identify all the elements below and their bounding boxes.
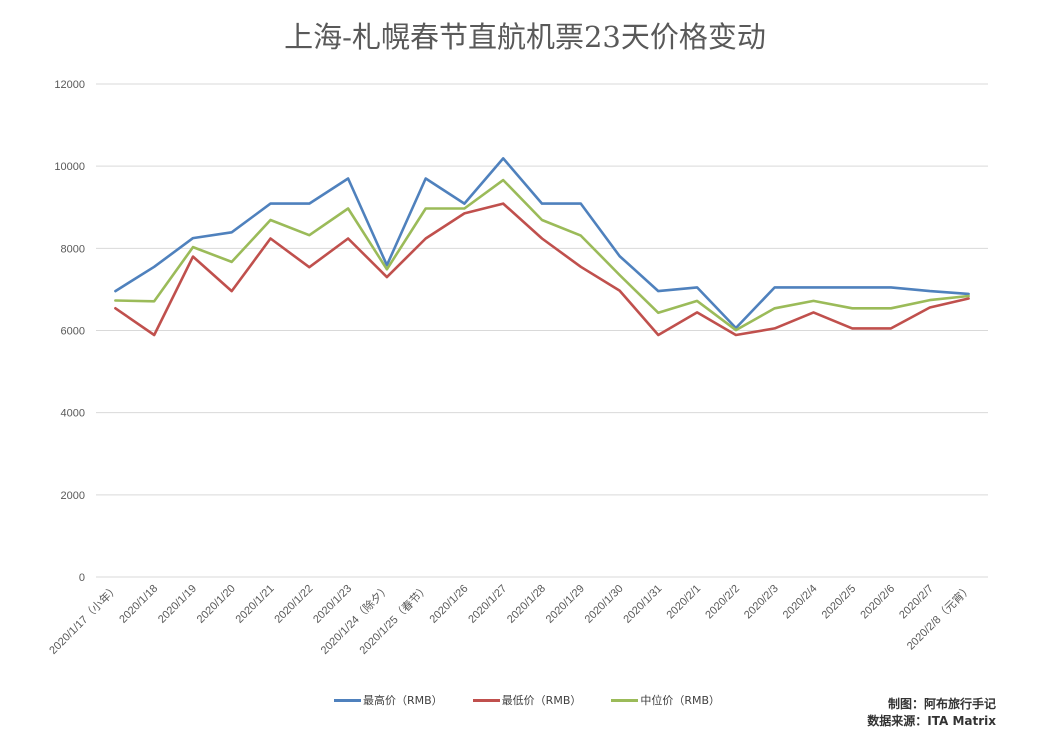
y-tick-label: 2000 bbox=[61, 490, 85, 502]
legend-label-min: 最低价（RMB） bbox=[501, 694, 582, 707]
x-tick-label: 2020/1/22 bbox=[272, 583, 315, 626]
x-tick-label: 2020/2/7 bbox=[897, 583, 936, 622]
x-tick-label: 2020/1/19 bbox=[156, 583, 199, 626]
legend-item-min: 最低价（RMB） bbox=[472, 692, 582, 708]
x-tick-label: 2020/2/6 bbox=[858, 583, 897, 622]
x-tick-label: 2020/2/3 bbox=[742, 583, 781, 622]
credit-author: 制图：阿布旅行手记 bbox=[887, 697, 996, 711]
legend: 最高价（RMB） 最低价（RMB） 中位价（RMB） bbox=[334, 692, 720, 708]
legend-label-median: 中位价（RMB） bbox=[640, 694, 721, 707]
legend-item-median: 中位价（RMB） bbox=[611, 692, 720, 708]
x-tick-label: 2020/1/17（小年） bbox=[46, 581, 122, 657]
y-tick-label: 0 bbox=[79, 572, 85, 584]
x-tick-label: 2020/2/5 bbox=[820, 583, 859, 622]
y-tick-label: 6000 bbox=[61, 326, 85, 338]
x-tick-label: 2020/1/27 bbox=[466, 583, 509, 626]
y-axis-ticks: 0 2000 4000 6000 8000 10000 12000 bbox=[54, 79, 85, 584]
legend-swatch-min-icon bbox=[472, 698, 500, 702]
series-line-0 bbox=[114, 157, 970, 330]
x-tick-label: 2020/1/26 bbox=[427, 583, 470, 626]
x-tick-label: 2020/2/4 bbox=[781, 583, 820, 622]
data-series bbox=[114, 157, 970, 337]
series-line-2 bbox=[114, 178, 970, 332]
legend-item-max: 最高价（RMB） bbox=[334, 692, 443, 708]
gridlines bbox=[96, 83, 988, 578]
x-tick-label: 2020/1/21 bbox=[234, 583, 277, 626]
x-tick-label: 2020/2/8（元宵） bbox=[903, 581, 974, 652]
legend-label-max: 最高价（RMB） bbox=[363, 694, 443, 707]
series-line-1 bbox=[114, 202, 970, 337]
x-tick-label: 2020/1/29 bbox=[544, 583, 587, 626]
y-tick-label: 10000 bbox=[54, 161, 85, 173]
legend-swatch-max-icon bbox=[334, 698, 361, 702]
x-tick-label: 2020/1/31 bbox=[621, 583, 664, 626]
x-tick-label: 2020/1/24（除夕） bbox=[317, 581, 393, 657]
legend-swatch-median-icon bbox=[611, 698, 639, 702]
x-tick-label: 2020/1/30 bbox=[583, 583, 626, 626]
x-tick-label: 2020/2/2 bbox=[703, 583, 742, 622]
x-tick-label: 2020/1/18 bbox=[117, 583, 160, 626]
x-axis-ticks: 2020/1/17（小年）2020/1/182020/1/192020/1/20… bbox=[46, 581, 975, 657]
x-tick-label: 2020/1/20 bbox=[195, 583, 238, 626]
x-tick-label: 2020/1/25（春节） bbox=[357, 582, 432, 657]
x-tick-label: 2020/1/28 bbox=[505, 583, 548, 626]
credit-source: 数据来源：ITA Matrix bbox=[867, 714, 996, 728]
credit-block: 制图：阿布旅行手记 数据来源：ITA Matrix bbox=[867, 696, 996, 730]
y-tick-label: 8000 bbox=[61, 243, 85, 255]
y-tick-label: 12000 bbox=[54, 79, 85, 91]
y-tick-label: 4000 bbox=[61, 408, 85, 420]
x-tick-label: 2020/2/1 bbox=[664, 583, 703, 622]
chart-title: 上海-札幌春节直航机票23天价格变动 bbox=[284, 20, 766, 54]
